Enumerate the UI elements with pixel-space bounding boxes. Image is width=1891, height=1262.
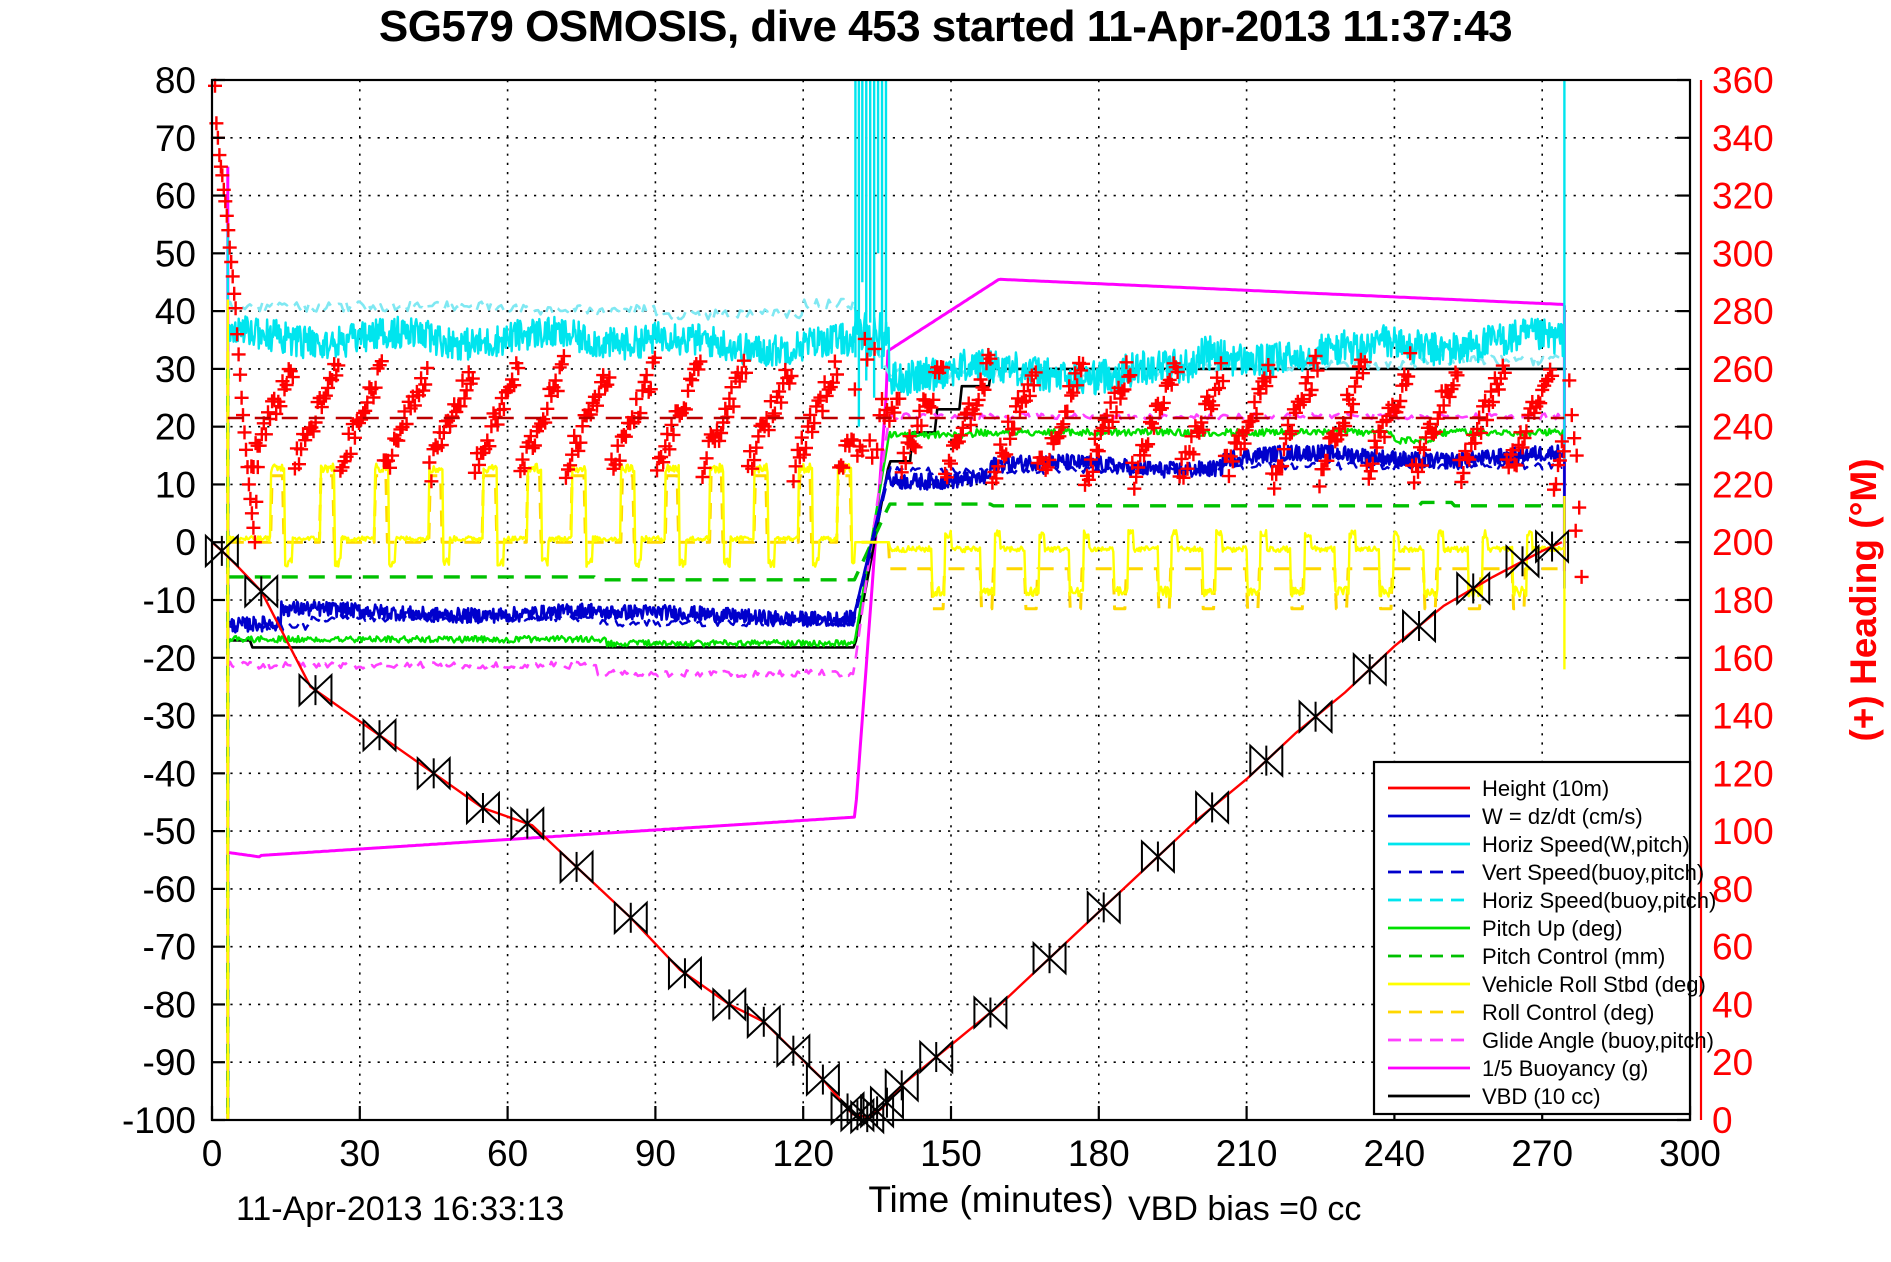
y-axis-right-tick-label: 120 bbox=[1712, 753, 1774, 794]
y-axis-right-tick-label: 240 bbox=[1712, 407, 1774, 448]
y-axis-tick-label: 80 bbox=[155, 60, 196, 101]
chart-legend[interactable]: Height (10m) W = dz/dt (cm/s) Horiz Speed(… bbox=[1372, 760, 1716, 1116]
y-axis-tick-label: -50 bbox=[143, 811, 196, 852]
legend-item-label[interactable]: Vehicle Roll Stbd (deg) bbox=[1482, 972, 1706, 997]
y-axis-right-tick-label: 140 bbox=[1712, 696, 1774, 737]
legend-item-label[interactable]: Pitch Up (deg) bbox=[1482, 916, 1623, 941]
y-axis-tick-label: -80 bbox=[143, 984, 196, 1025]
axis-labels: Time (minutes) (+) Heading (°M) bbox=[868, 458, 1884, 1220]
y-axis-right-tick-label: 80 bbox=[1712, 869, 1753, 910]
y-axis-tick-label: -90 bbox=[143, 1042, 196, 1083]
y-axis-tick-label: 60 bbox=[155, 176, 196, 217]
x-axis-tick-label: 90 bbox=[635, 1133, 676, 1174]
y-axis-right-tick-label: 100 bbox=[1712, 811, 1774, 852]
y-axis-tick-label: 20 bbox=[155, 407, 196, 448]
y-axis-right-tick-label: 200 bbox=[1712, 522, 1774, 563]
y-axis-right-tick-label: 340 bbox=[1712, 118, 1774, 159]
legend-item-label[interactable]: Horiz Speed(W,pitch) bbox=[1482, 832, 1690, 857]
legend-item-label[interactable]: Height (10m) bbox=[1482, 776, 1609, 801]
legend-item-label[interactable]: Vert Speed(buoy,pitch) bbox=[1482, 860, 1704, 885]
x-axis-tick-label: 180 bbox=[1068, 1133, 1130, 1174]
y-axis-right-title: (+) Heading (°M) bbox=[1843, 458, 1884, 741]
y-axis-right-tick-label: 320 bbox=[1712, 176, 1774, 217]
y-axis-tick-label: -100 bbox=[122, 1100, 196, 1141]
y-axis-right-tick-label: 20 bbox=[1712, 1042, 1753, 1083]
x-axis-title: Time (minutes) bbox=[868, 1179, 1113, 1220]
legend-item-label[interactable]: VBD (10 cc) bbox=[1482, 1084, 1601, 1109]
x-axis-tick-label: 210 bbox=[1216, 1133, 1278, 1174]
y-axis-tick-label: -60 bbox=[143, 869, 196, 910]
x-axis-tick-label: 270 bbox=[1511, 1133, 1573, 1174]
y-axis-tick-label: 30 bbox=[155, 349, 196, 390]
y-axis-tick-label: 10 bbox=[155, 464, 196, 505]
y-axis-tick-label: -20 bbox=[143, 638, 196, 679]
y-axis-tick-label: 40 bbox=[155, 291, 196, 332]
legend-item-label[interactable]: Horiz Speed(buoy,pitch) bbox=[1482, 888, 1716, 913]
x-axis-tick-label: 300 bbox=[1659, 1133, 1721, 1174]
vbd-bias-annotation: VBD bias =0 cc bbox=[1128, 1190, 1361, 1228]
y-axis-right-tick-label: 0 bbox=[1712, 1100, 1733, 1141]
y-axis-right-tick-label: 260 bbox=[1712, 349, 1774, 390]
x-axis-tick-label: 0 bbox=[202, 1133, 223, 1174]
y-axis-right-tick-label: 220 bbox=[1712, 464, 1774, 505]
y-axis-right-tick-label: 180 bbox=[1712, 580, 1774, 621]
legend-item-label[interactable]: Roll Control (deg) bbox=[1482, 1000, 1654, 1025]
y-axis-right-tick-label: 160 bbox=[1712, 638, 1774, 679]
legend-item-label[interactable]: Glide Angle (buoy,pitch) bbox=[1482, 1028, 1714, 1053]
x-axis-tick-label: 120 bbox=[772, 1133, 834, 1174]
y-axis-right-tick-label: 280 bbox=[1712, 291, 1774, 332]
y-axis-tick-label: 50 bbox=[155, 233, 196, 274]
legend-item-label[interactable]: W = dz/dt (cm/s) bbox=[1482, 804, 1643, 829]
y-axis-tick-label: 70 bbox=[155, 118, 196, 159]
y-axis-right-tick-label: 300 bbox=[1712, 233, 1774, 274]
legend-item-label[interactable]: Pitch Control (mm) bbox=[1482, 944, 1665, 969]
page-title: SG579 OSMOSIS, dive 453 started 11-Apr-2… bbox=[378, 2, 1513, 51]
y-axis-tick-label: -10 bbox=[143, 580, 196, 621]
y-axis-right-tick-label: 60 bbox=[1712, 927, 1753, 968]
y-axis-tick-label: -40 bbox=[143, 753, 196, 794]
x-axis-tick-label: 60 bbox=[487, 1133, 528, 1174]
y-axis-tick-label: 0 bbox=[175, 522, 196, 563]
x-axis-tick-label: 30 bbox=[339, 1133, 380, 1174]
legend-item-label[interactable]: 1/5 Buoyancy (g) bbox=[1482, 1056, 1648, 1081]
chart-annotations: 11-Apr-2013 16:33:13 VBD bias =0 cc bbox=[236, 1190, 1361, 1228]
x-axis-tick-label: 150 bbox=[920, 1133, 982, 1174]
dive-end-timestamp: 11-Apr-2013 16:33:13 bbox=[236, 1190, 564, 1228]
y-axis-right-tick-label: 360 bbox=[1712, 60, 1774, 101]
x-axis-tick-label: 240 bbox=[1364, 1133, 1426, 1174]
y-axis-tick-label: -30 bbox=[143, 696, 196, 737]
y-axis-right-tick-label: 40 bbox=[1712, 984, 1753, 1025]
y-axis-tick-label: -70 bbox=[143, 927, 196, 968]
